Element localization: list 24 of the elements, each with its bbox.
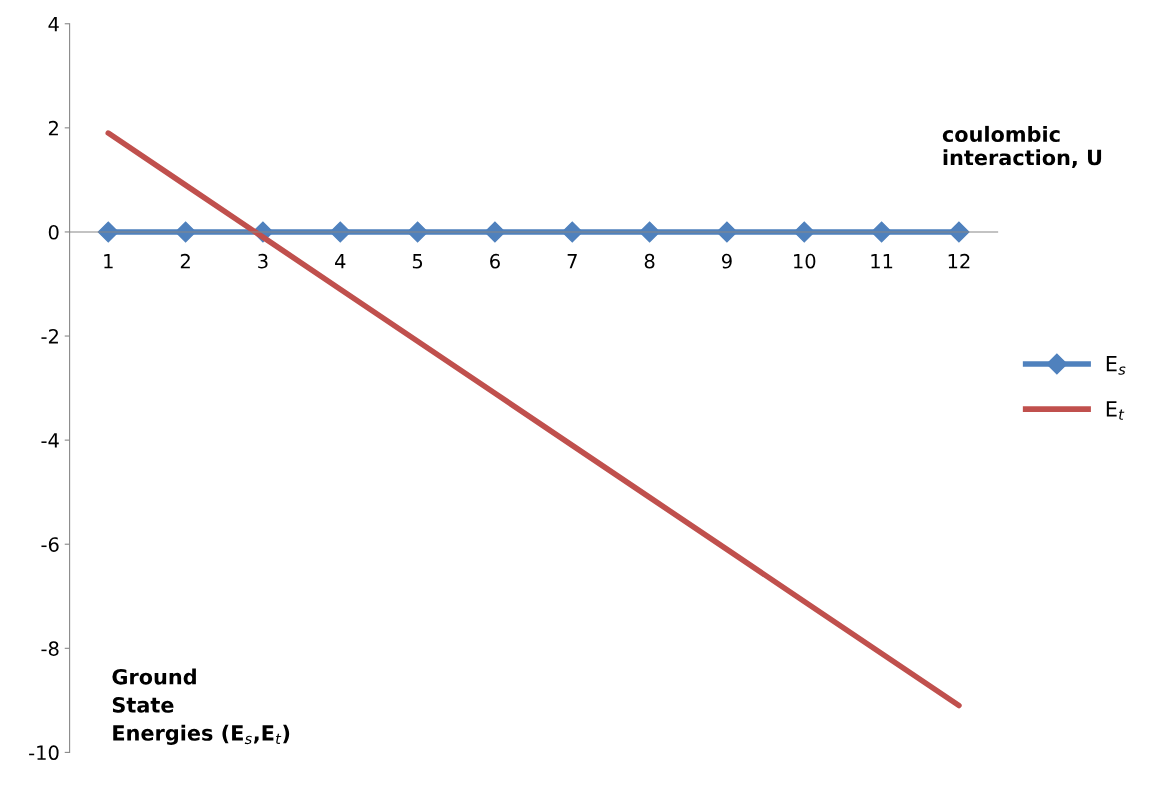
y-axis-title: Ground State Energies (E$_{s}$,E$_{t}$) <box>112 668 290 746</box>
x-tick-label: 9 <box>721 253 732 269</box>
x-tick-label: 5 <box>412 254 423 269</box>
x-axis-title: coulombic interaction, U <box>942 125 1102 168</box>
y-tick-label: -2 <box>41 328 58 344</box>
y-tick-label: 0 <box>48 224 59 240</box>
x-tick-label: 1 <box>104 254 113 269</box>
x-tick-label: 2 <box>180 253 190 269</box>
y-tick-label: -8 <box>41 641 59 656</box>
x-tick-label: 12 <box>948 253 970 269</box>
x-tick-label: 11 <box>871 254 893 269</box>
x-tick-label: 10 <box>794 253 816 269</box>
x-tick-label: 6 <box>490 253 500 269</box>
x-tick-label: 8 <box>644 253 655 269</box>
y-tick-label: -10 <box>29 745 59 761</box>
y-tick-label: -4 <box>41 433 59 448</box>
y-tick-label: 2 <box>48 120 58 136</box>
legend-label: E$_{s}$ <box>1106 356 1126 375</box>
legend-label: E$_{t}$ <box>1106 401 1125 420</box>
x-tick-label: 3 <box>258 253 268 269</box>
x-tick-label: 4 <box>335 254 346 269</box>
y-tick-label: 4 <box>48 16 59 32</box>
y-tick-label: -6 <box>41 537 59 552</box>
x-tick-label: 7 <box>567 254 577 269</box>
